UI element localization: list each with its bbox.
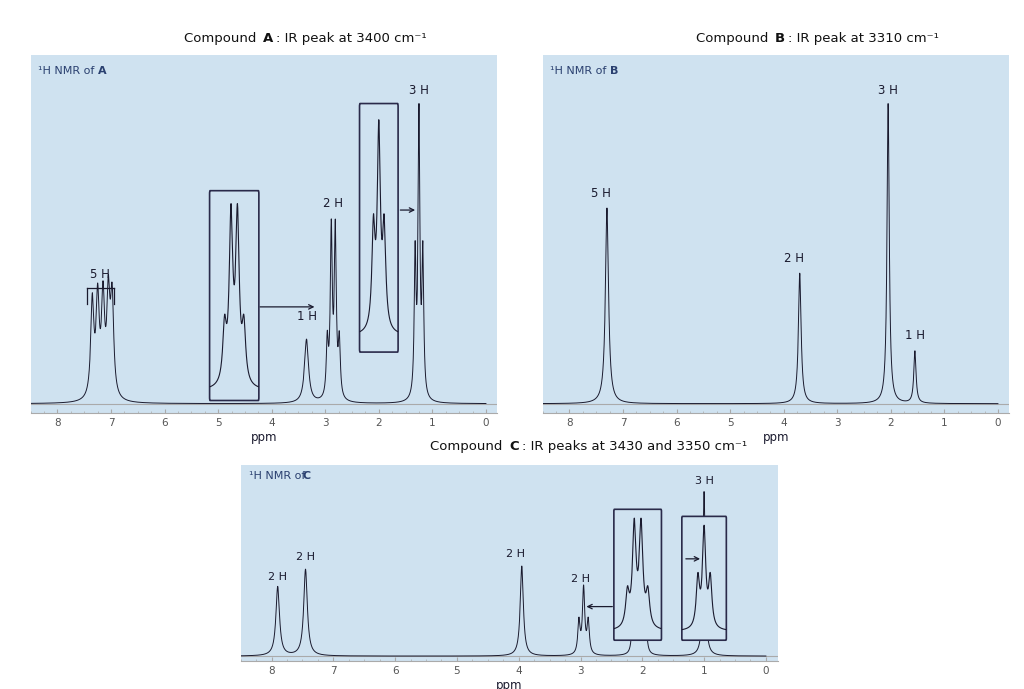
FancyBboxPatch shape [359, 103, 398, 352]
Text: B: B [610, 66, 618, 76]
Text: 5 H: 5 H [591, 187, 610, 200]
Text: A: A [98, 66, 106, 76]
Text: Compound: Compound [430, 440, 509, 453]
Text: : IR peak at 3400 cm⁻¹: : IR peak at 3400 cm⁻¹ [276, 32, 427, 45]
Text: 2 H: 2 H [296, 553, 315, 562]
Text: : IR peaks at 3430 and 3350 cm⁻¹: : IR peaks at 3430 and 3350 cm⁻¹ [522, 440, 748, 453]
Text: 3 H: 3 H [409, 84, 429, 97]
Text: A: A [263, 32, 273, 45]
Text: 3 H: 3 H [694, 476, 714, 486]
Text: C: C [302, 471, 310, 481]
Text: 3 H: 3 H [879, 84, 898, 97]
X-axis label: ppm: ppm [497, 679, 522, 689]
Text: Compound: Compound [184, 32, 263, 45]
Text: 2 H: 2 H [571, 574, 590, 584]
Text: 2 H: 2 H [506, 549, 525, 559]
Text: ¹H NMR of: ¹H NMR of [38, 66, 97, 76]
Text: ¹H NMR of: ¹H NMR of [249, 471, 308, 481]
X-axis label: ppm: ppm [251, 431, 276, 444]
X-axis label: ppm: ppm [763, 431, 788, 444]
Text: 2 H: 2 H [268, 572, 287, 582]
Text: 1 H: 1 H [905, 329, 925, 342]
Text: 1 H: 1 H [297, 310, 316, 323]
Text: C: C [509, 440, 518, 453]
Text: 2 H: 2 H [324, 197, 343, 210]
Text: 5 H: 5 H [90, 268, 111, 281]
Text: Compound: Compound [696, 32, 775, 45]
FancyBboxPatch shape [682, 516, 726, 640]
Text: 2 H: 2 H [783, 252, 804, 265]
Text: ¹H NMR of: ¹H NMR of [550, 66, 609, 76]
FancyBboxPatch shape [210, 191, 259, 400]
Text: : IR peak at 3310 cm⁻¹: : IR peak at 3310 cm⁻¹ [788, 32, 939, 45]
FancyBboxPatch shape [613, 509, 662, 640]
Text: B: B [775, 32, 785, 45]
